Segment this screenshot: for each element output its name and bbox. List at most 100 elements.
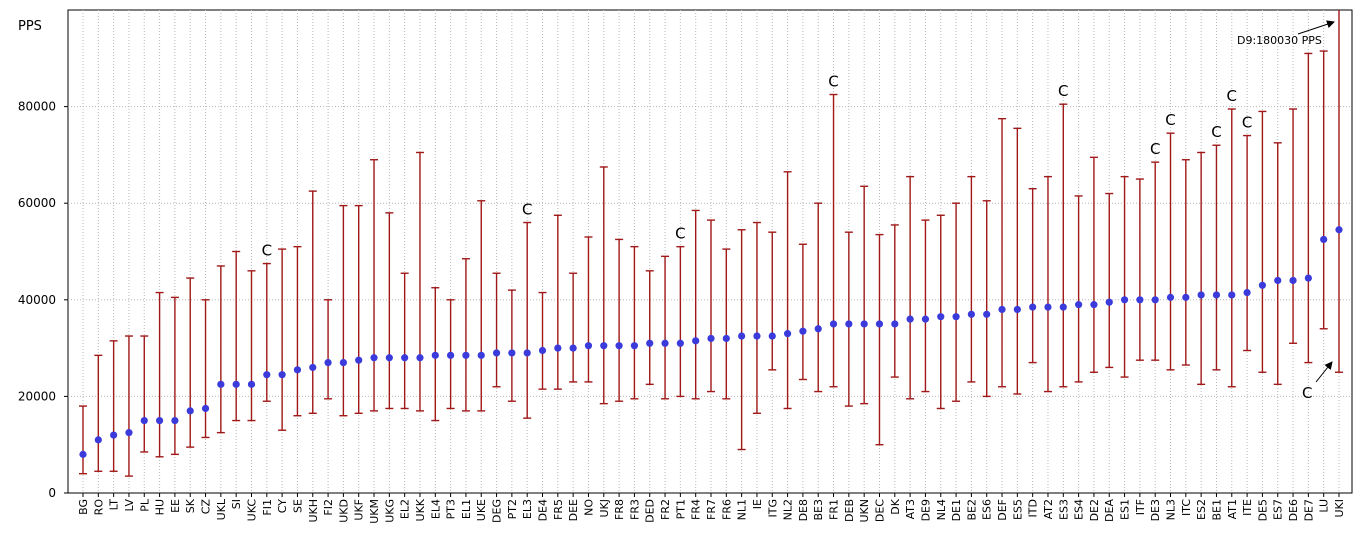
x-tick-label: UKC — [245, 499, 258, 522]
x-tick-label: EL3 — [521, 499, 534, 519]
point — [860, 320, 868, 328]
x-tick-label: RO — [92, 499, 105, 516]
point — [937, 313, 945, 321]
x-tick-label: FI1 — [261, 499, 274, 516]
point — [952, 313, 960, 321]
point — [1075, 301, 1083, 309]
x-tick-label: LU — [1318, 499, 1331, 513]
x-tick-label: DE5 — [1256, 499, 1269, 521]
point — [370, 354, 378, 362]
x-tick-label: DEE — [567, 499, 580, 521]
x-tick-label: ITG — [766, 499, 779, 518]
y-axis-title: PPS — [18, 19, 42, 34]
point — [983, 310, 991, 318]
x-tick-label: FR2 — [659, 499, 672, 520]
point — [1105, 298, 1113, 306]
x-tick-label: BE1 — [1210, 499, 1223, 521]
point — [707, 334, 715, 343]
annotation: C — [1227, 87, 1237, 105]
x-tick-label: DEB — [843, 499, 856, 522]
x-tick-label: UKH — [307, 499, 320, 523]
point — [1120, 296, 1129, 304]
x-tick-label: UKN — [858, 499, 871, 523]
x-tick-label: DEG — [491, 499, 504, 523]
x-tick-label: BE3 — [812, 499, 825, 521]
x-tick-label: UKG — [383, 499, 396, 523]
point — [201, 404, 210, 413]
point — [125, 429, 133, 437]
point — [1258, 281, 1267, 289]
top-note: D9:180030 PPS — [1237, 34, 1322, 47]
point — [1289, 276, 1297, 285]
x-tick-label: DE6 — [1287, 499, 1300, 521]
bottom-note: C — [1302, 384, 1312, 402]
x-tick-label: HU — [154, 499, 167, 515]
point — [829, 320, 838, 328]
x-tick-label: DED — [644, 499, 657, 523]
point — [600, 342, 608, 350]
x-tick-label: ES6 — [981, 499, 994, 520]
point — [692, 337, 700, 345]
x-tick-label: CY — [276, 499, 289, 513]
point — [676, 339, 684, 347]
x-tick-label: FR4 — [690, 499, 703, 520]
point — [278, 371, 286, 379]
point — [661, 339, 669, 347]
x-tick-label: DE7 — [1302, 499, 1315, 521]
y-tick-label: 80000 — [18, 100, 56, 114]
point — [569, 344, 577, 352]
x-tick-label: AT2 — [1042, 499, 1055, 519]
point — [615, 342, 623, 350]
point — [217, 380, 225, 388]
point — [309, 363, 317, 372]
annotation: C — [522, 201, 532, 219]
x-tick-label: DE4 — [537, 499, 550, 521]
annotation: C — [1058, 82, 1068, 100]
point — [998, 305, 1006, 314]
x-tick-label: EL4 — [429, 499, 442, 519]
x-tick-label: SE — [291, 499, 304, 513]
x-tick-label: IE — [751, 499, 764, 509]
point — [1166, 293, 1175, 301]
x-tick-label: ITE — [1241, 499, 1254, 516]
x-tick-label: UKD — [337, 499, 350, 523]
x-tick-label: DE3 — [1149, 499, 1162, 521]
x-tick-label: ITD — [1027, 499, 1040, 517]
point — [94, 436, 102, 444]
x-tick-label: EL1 — [460, 499, 473, 519]
x-tick-label: LV — [123, 499, 136, 512]
point — [1243, 288, 1251, 297]
point — [738, 332, 746, 340]
point — [1320, 235, 1328, 244]
x-tick-label: UKL — [215, 498, 228, 520]
x-tick-label: ES4 — [1073, 499, 1086, 520]
point — [79, 450, 87, 458]
point — [1044, 303, 1052, 311]
marks — [79, 10, 1343, 477]
x-tick-label: NO — [582, 499, 595, 516]
point — [447, 351, 455, 359]
point — [875, 320, 884, 328]
point — [1228, 291, 1236, 299]
point — [263, 371, 271, 379]
point — [431, 351, 439, 359]
point — [155, 416, 164, 425]
point — [1151, 296, 1159, 304]
annotation: C — [1165, 111, 1175, 129]
arrow — [1315, 361, 1333, 383]
x-tick-label: NL2 — [782, 499, 795, 520]
point — [1197, 291, 1205, 299]
y-tick-label: 40000 — [18, 293, 56, 307]
x-tick-label: BE2 — [965, 499, 978, 521]
point — [1274, 276, 1282, 285]
x-tick-label: DE2 — [1088, 499, 1101, 521]
y-tick-label: 20000 — [18, 389, 56, 403]
x-tick-label: FR5 — [552, 499, 565, 520]
x-tick-label: UKK — [414, 498, 427, 521]
annotation: C — [262, 242, 272, 260]
x-tick-label: AT1 — [1226, 499, 1239, 519]
x-tick-label: FI2 — [322, 499, 335, 516]
x-tick-label: FR3 — [628, 499, 641, 520]
x-tick-label: ES5 — [1011, 499, 1024, 520]
